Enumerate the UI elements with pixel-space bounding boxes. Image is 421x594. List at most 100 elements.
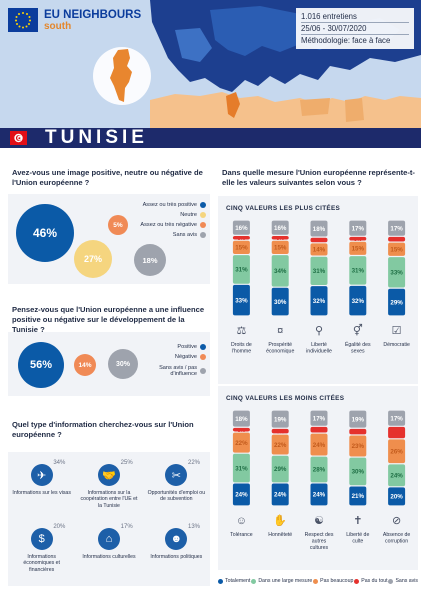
info-item: 22% ✂ Opportunités d'emploi ou de subventi… [143, 458, 210, 520]
bar-value-label: 6% [315, 238, 323, 244]
q1-legend-negative: Assez ou très négative [124, 220, 206, 230]
bar-value-label: 17% [313, 415, 326, 422]
legend-swatch [251, 578, 257, 584]
info-item: 20% $ Informations économiques et financiè… [8, 522, 75, 584]
bar-value-label: 24% [274, 492, 287, 499]
bar-value-label: 6% [393, 237, 401, 243]
bar-segment [388, 288, 406, 316]
religion-icon: ✝ [353, 515, 362, 527]
legend-swatch [354, 578, 360, 584]
q2-bubble-positive: 56% [18, 342, 64, 388]
info-label: Opportunités d'emploi ou de subvention [147, 490, 206, 503]
legend-item: Pas du tout [354, 576, 388, 586]
q1-legend-positive: Assez ou très positive [124, 200, 206, 210]
bar-segment [310, 483, 328, 506]
bar-value-label: 14% [313, 247, 326, 254]
info-item: 13% ☻ Informations politiques [143, 522, 210, 584]
bar-segment [349, 457, 367, 486]
legend-label: Pas du tout [361, 578, 388, 584]
category-label: Liberté de [346, 532, 369, 538]
q2-bubble-negative: 14% [74, 354, 96, 376]
q2-legend-positive: Positive [144, 342, 206, 352]
q1-bubble-neutral: 27% [74, 240, 112, 278]
bar-value-label: 24% [313, 442, 326, 449]
bar-value-label: 5% [238, 428, 246, 434]
bar-segment [349, 428, 367, 435]
category-label: sexes [351, 349, 365, 355]
bar-value-label: 30% [274, 299, 287, 306]
category-label: Honnêteté [268, 532, 292, 538]
bar-value-label: 32% [313, 298, 326, 305]
q1-legend: Assez ou très positive Neutre Assez ou t… [124, 200, 206, 240]
bar-value-label: 17% [390, 415, 403, 422]
bar-value-label: 17% [390, 225, 403, 232]
info-percent: 22% [187, 460, 200, 466]
bar-value-label: 5% [276, 236, 284, 242]
values-top-title: CINQ VALEURS LES PLUS CITÉES [226, 205, 341, 212]
legend-swatch [313, 578, 319, 584]
brand: EU NEIGHBOURS south [44, 9, 141, 33]
q2-legend-no-opinion: Sans avis / pas d'influence [144, 362, 206, 380]
bar-segment [310, 456, 328, 483]
gender-equality-icon: ⚥ [353, 323, 363, 337]
bar-value-label: 24% [390, 472, 403, 479]
bar-value-label: 24% [313, 492, 326, 499]
bar-segment [388, 220, 406, 236]
legend-item: Pas beaucoup [313, 576, 353, 586]
bar-value-label: 33% [390, 270, 403, 277]
bar-value-label: 29% [390, 299, 403, 306]
category-label: culte [352, 539, 363, 545]
bar-value-label: 15% [235, 245, 248, 252]
bar-segment [271, 434, 289, 455]
bar-value-label: 34% [274, 268, 287, 275]
bar-value-label: 32% [352, 298, 365, 305]
legend-item: Sans avis [388, 576, 418, 586]
stacked-bar-svg: 24% 31% 22% 5% 18% ☺ Tolérance 24% 29% 22% 6% 19% ✋ H… [230, 410, 410, 551]
bar-segment [310, 256, 328, 285]
person-icon: ☻ [165, 528, 188, 550]
bar-segment [349, 241, 367, 255]
bar-value-label: 30% [352, 469, 365, 476]
bar-segment [271, 220, 289, 235]
meta-interviews: 1.016 entretiens [301, 11, 409, 23]
q3-title: Quel type d'information cherchez-vous su… [12, 420, 194, 439]
bar-value-label: 16% [235, 225, 248, 232]
legend-item: Dans une large mesure [251, 576, 312, 586]
tolerance-icon: ☺ [236, 515, 247, 527]
bar-segment [310, 286, 328, 316]
bar-value-label: 33% [235, 297, 248, 304]
q2-bubble-no-opinion: 30% [108, 349, 138, 379]
bar-value-label: 15% [274, 245, 287, 252]
category-label: corruption [385, 539, 408, 545]
values-bottom-title: CINQ VALEURS LES MOINS CITÉES [226, 395, 345, 402]
q2-legend-negative: Négative [144, 352, 206, 362]
bar-value-label: 19% [274, 416, 287, 423]
legend-swatch [388, 578, 394, 584]
meta-method: Méthodologie: face à face [301, 36, 391, 45]
handshake-icon: 🤝 [97, 464, 120, 486]
legend-item: Totalement [218, 576, 250, 586]
bar-segment [271, 235, 289, 240]
legend-label: Sans avis [395, 578, 418, 584]
bar-segment [388, 242, 406, 256]
survey-meta: 1.016 entretiens 25/06 - 30/07/2020 Méth… [296, 8, 414, 49]
bar-segment [349, 435, 367, 457]
bar-value-label: 6% [276, 429, 284, 435]
bar-segment [349, 486, 367, 506]
q2-legend: Positive Négative Sans avis / pas d'infl… [144, 342, 206, 380]
category-label: économique [266, 349, 294, 355]
category-label: Droits de [231, 342, 252, 348]
bar-segment [271, 410, 289, 428]
q1-legend-no-opinion: Sans avis [124, 230, 206, 240]
bar-value-label: 18% [235, 416, 248, 423]
tunisia-flag-icon [10, 131, 27, 145]
bar-value-label: 31% [313, 268, 326, 275]
airplane-icon: ✈ [30, 464, 53, 486]
bar-segment [232, 410, 250, 427]
category-label: Égalité des [345, 341, 371, 348]
bar-segment [232, 235, 250, 240]
bar-segment [388, 426, 406, 439]
values-bottom-chart: 24% 31% 22% 5% 18% ☺ Tolérance 24% 29% 22% 6% 19% ✋ H… [222, 404, 416, 570]
bar-value-label: 16% [274, 225, 287, 232]
prosperity-icon: ¤ [277, 325, 283, 337]
